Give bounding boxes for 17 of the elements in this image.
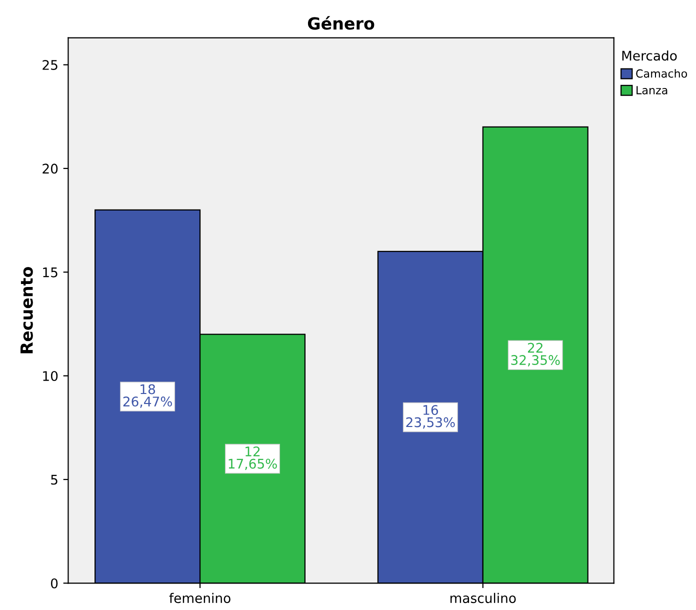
- chart-title: Género: [308, 16, 374, 30]
- data-label: 22 32,35%: [511, 342, 560, 366]
- legend-label: Lanza: [636, 86, 668, 94]
- data-label: 16 23,53%: [406, 404, 455, 429]
- y-tick-label: 25: [42, 60, 58, 70]
- x-tick-label: masculino: [450, 592, 516, 604]
- y-tick-label: 15: [43, 268, 58, 278]
- y-tick-label: 10: [43, 371, 58, 382]
- legend-title: Mercado: [622, 50, 677, 61]
- legend-label: Camacho: [636, 69, 688, 78]
- y-tick-label: 0: [50, 578, 58, 588]
- data-label: 18 26,47%: [123, 384, 172, 408]
- data-label: 12 17,65%: [228, 446, 277, 470]
- y-tick-label: 20: [42, 164, 58, 174]
- y-axis-title: Recuento: [20, 266, 33, 354]
- x-tick-label: femenino: [169, 592, 230, 604]
- y-tick-label: 5: [51, 474, 58, 485]
